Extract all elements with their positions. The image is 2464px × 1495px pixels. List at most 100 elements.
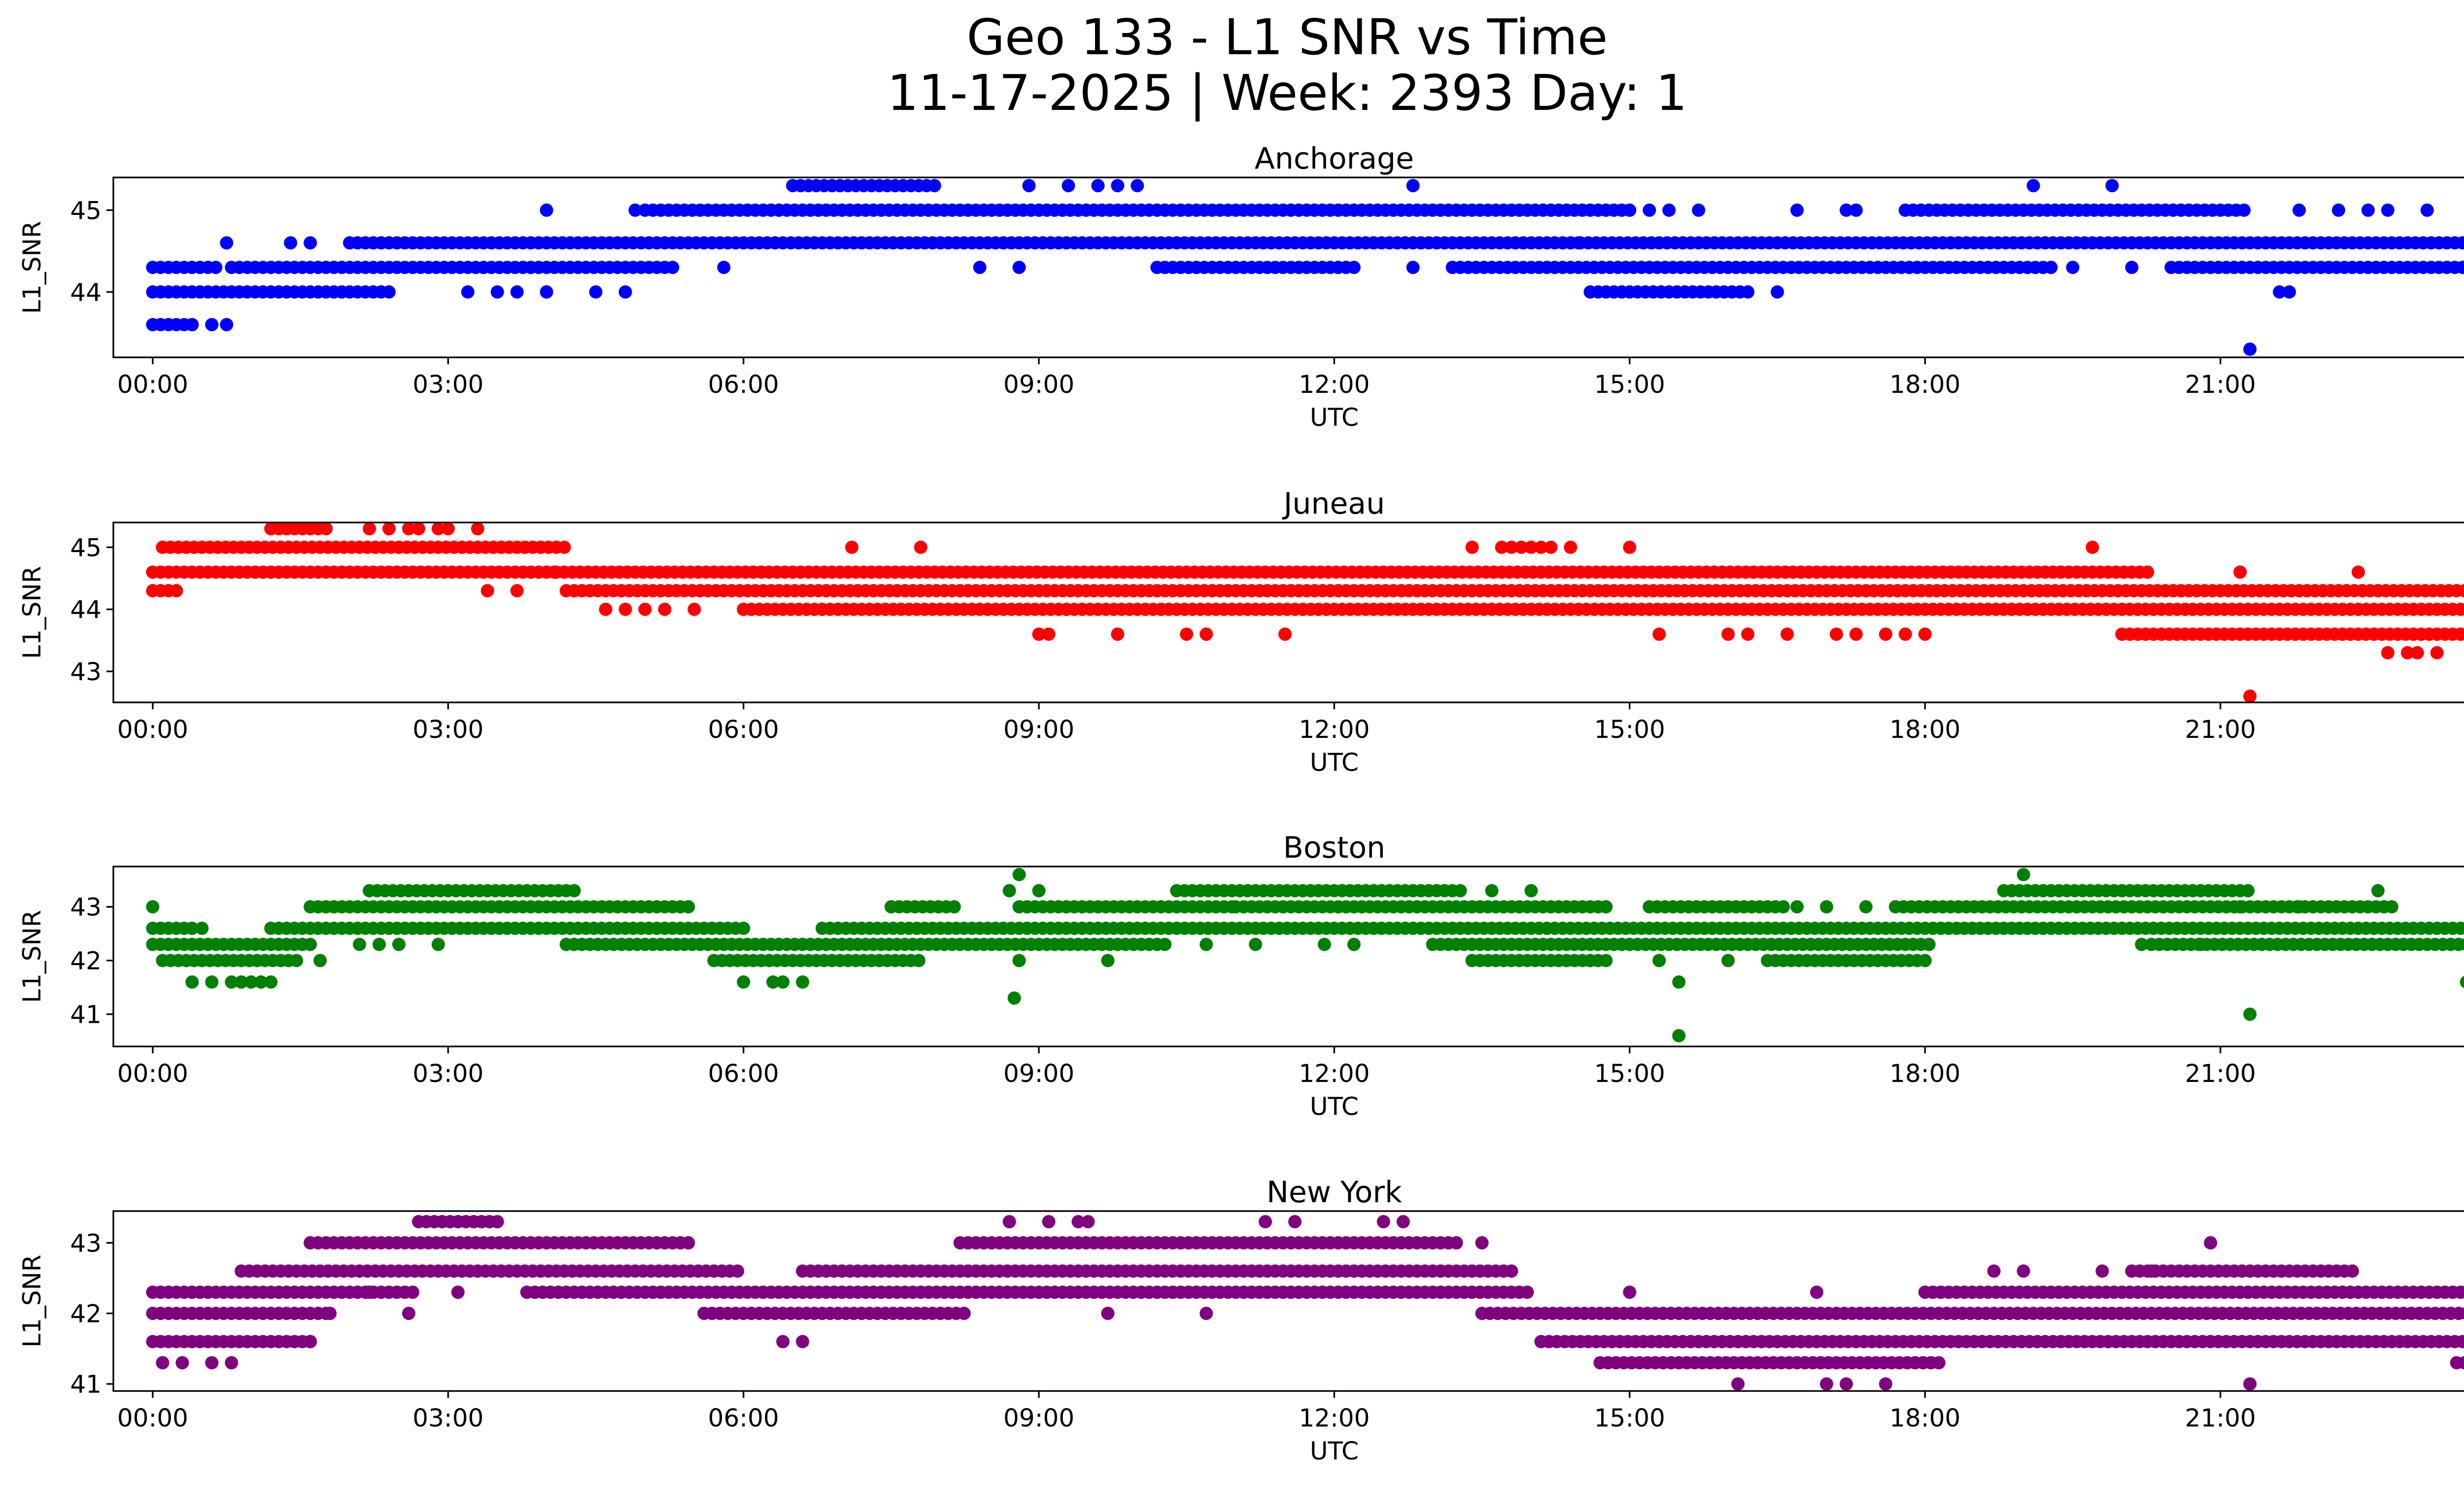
boston-data-point xyxy=(912,954,925,968)
new-york-data-point xyxy=(1475,1236,1489,1250)
boston-data-point xyxy=(392,938,406,951)
anchorage-data-point xyxy=(973,261,987,274)
anchorage-data-point xyxy=(2381,203,2395,217)
anchorage-data-point xyxy=(2243,342,2257,356)
new-york-data-point xyxy=(1810,1286,1823,1299)
boston-data-point xyxy=(1002,884,1016,898)
juneau-data-point xyxy=(1721,627,1735,641)
juneau-data-point xyxy=(845,540,858,554)
new-york-points xyxy=(146,1215,2464,1391)
anchorage-x-axis-label: UTC xyxy=(1310,403,1359,432)
boston-data-point xyxy=(2460,938,2464,951)
juneau-data-point xyxy=(170,584,183,597)
new-york-data-point xyxy=(682,1236,695,1250)
anchorage-data-point xyxy=(185,318,199,332)
boston-data-point xyxy=(1599,900,1613,914)
juneau-data-point xyxy=(1534,540,1548,554)
anchorage-data-point xyxy=(1130,179,1144,193)
boston-y-axis-label: L1_SNR xyxy=(18,910,46,1003)
boston-data-point xyxy=(1485,884,1499,898)
juneau-data-point xyxy=(2243,689,2257,703)
juneau-data-point xyxy=(1465,540,1479,554)
boston-data-point xyxy=(205,975,219,989)
boston-data-point xyxy=(2371,884,2385,898)
subplot-new-york: New York 00:00 03:00 06:00 09:00 12:00 15:00 18… xyxy=(18,1175,2464,1465)
anchorage-data-point xyxy=(2293,203,2306,217)
anchorage-data-point xyxy=(510,285,524,299)
anchorage-ytick-label: 44 xyxy=(70,278,102,307)
new-york-data-point xyxy=(1042,1215,1056,1228)
juneau-data-point xyxy=(687,602,701,616)
boston-data-point xyxy=(1583,954,1597,968)
boston-data-point xyxy=(373,938,386,951)
boston-data-point xyxy=(776,975,790,989)
anchorage-data-point xyxy=(2456,236,2464,250)
boston-data-point xyxy=(2385,900,2398,914)
juneau-data-point xyxy=(1879,627,1892,641)
boston-data-point xyxy=(2462,923,2464,934)
juneau-data-point xyxy=(411,522,425,536)
new-york-data-point xyxy=(304,1335,317,1349)
new-york-xtick-label: 03:00 xyxy=(412,1404,483,1432)
boston-data-point xyxy=(737,975,751,989)
anchorage-data-point xyxy=(1445,261,1459,274)
anchorage-data-point xyxy=(628,203,642,217)
anchorage-data-point xyxy=(2105,179,2119,193)
juneau-data-point xyxy=(402,522,415,536)
anchorage-xtick-label: 18:00 xyxy=(1889,370,1960,399)
juneau-data-point xyxy=(1042,627,1056,641)
anchorage-data-point xyxy=(1091,179,1105,193)
new-york-data-point xyxy=(731,1264,745,1278)
boston-xtick-label: 00:00 xyxy=(117,1059,188,1088)
juneau-data-point xyxy=(480,584,494,597)
juneau-data-point xyxy=(1032,627,1046,641)
juneau-xtick-label: 18:00 xyxy=(1889,715,1960,744)
new-york-ytick-label: 41 xyxy=(70,1370,102,1399)
juneau-data-point xyxy=(2458,584,2464,597)
boston-data-point xyxy=(185,921,199,935)
juneau-data-point xyxy=(1180,627,1194,641)
juneau-data-point xyxy=(431,522,445,536)
boston-data-point xyxy=(1032,884,1046,898)
new-york-data-point xyxy=(1288,1215,1302,1228)
boston-data-point xyxy=(2454,921,2464,935)
boston-xtick-label: 03:00 xyxy=(412,1059,483,1088)
boston-data-point xyxy=(1199,938,1213,951)
anchorage-data-point xyxy=(1692,203,1706,217)
boston-data-point xyxy=(313,954,327,968)
anchorage-data-point xyxy=(304,236,317,250)
new-york-data-point xyxy=(490,1215,504,1228)
juneau-data-point xyxy=(2141,565,2155,579)
anchorage-data-point xyxy=(209,261,223,274)
juneau-ytick-label: 43 xyxy=(70,658,102,686)
anchorage-xtick-label: 21:00 xyxy=(2185,370,2256,399)
new-york-data-point xyxy=(406,1286,419,1299)
anchorage-data-point xyxy=(2066,261,2080,274)
anchorage-y-axis-label: L1_SNR xyxy=(18,221,46,314)
juneau-data-point xyxy=(914,540,927,554)
anchorage-ytick-label: 45 xyxy=(70,196,102,225)
new-york-data-point xyxy=(1081,1215,1095,1228)
anchorage-data-point xyxy=(1840,203,1853,217)
juneau-data-point xyxy=(658,602,672,616)
new-york-data-point xyxy=(2243,1377,2257,1391)
new-york-data-point xyxy=(1449,1236,1463,1250)
anchorage-data-point xyxy=(2044,261,2058,274)
anchorage-data-point xyxy=(1643,203,1656,217)
juneau-data-point xyxy=(1495,540,1508,554)
juneau-data-point xyxy=(1918,627,1932,641)
juneau-ytick-label: 44 xyxy=(70,595,102,624)
boston-data-point xyxy=(1721,954,1735,968)
boston-data-point xyxy=(1249,938,1263,951)
boston-data-point xyxy=(1158,938,1172,951)
anchorage-data-point xyxy=(2237,203,2251,217)
boston-data-point xyxy=(290,954,304,968)
subplot-boston: Boston 00:00 03:00 06:00 09:00 12:00 15:00 18:0… xyxy=(18,831,2464,1121)
anchorage-data-point xyxy=(1790,203,1804,217)
juneau-data-point xyxy=(363,522,376,536)
boston-data-point xyxy=(1922,938,1936,951)
anchorage-data-point xyxy=(2456,261,2464,274)
anchorage-data-point xyxy=(540,285,553,299)
new-york-data-point xyxy=(451,1286,465,1299)
